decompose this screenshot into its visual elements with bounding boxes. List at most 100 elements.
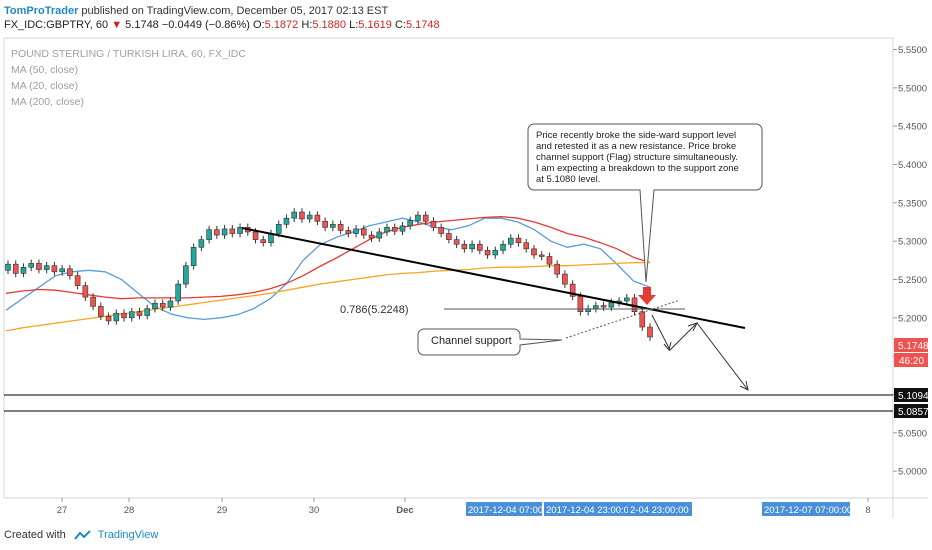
candle-body bbox=[159, 302, 166, 308]
candle-body bbox=[98, 306, 104, 317]
candles bbox=[5, 208, 653, 341]
time-tag-2-text: 2017-12-04 23:00:00 bbox=[546, 505, 634, 516]
candle-body bbox=[593, 305, 599, 309]
analysis-callout[interactable]: Price recently broke the side-ward suppo… bbox=[527, 123, 763, 283]
candle-body bbox=[531, 248, 537, 256]
candle-body bbox=[376, 231, 383, 239]
ma-line bbox=[5, 261, 650, 332]
candle-body bbox=[252, 231, 259, 240]
ma-line bbox=[5, 217, 651, 321]
candle-body bbox=[144, 308, 151, 316]
open-value: 5.1872 bbox=[264, 19, 299, 31]
candle-body bbox=[577, 296, 584, 313]
candle-body bbox=[623, 297, 630, 302]
y-tick-label: 5.3000 bbox=[898, 237, 927, 248]
callout-line-1: Price recently broke the side-ward suppo… bbox=[536, 130, 736, 141]
time-tag-2: 2017-12-04 23:00:00 bbox=[544, 502, 634, 516]
x-tick-label: Dec bbox=[396, 505, 413, 516]
last-price: 5.1748 bbox=[125, 19, 159, 31]
candle-body bbox=[36, 263, 42, 270]
candle-body bbox=[368, 234, 375, 239]
legend-ma200[interactable]: MA (200, close) bbox=[11, 96, 84, 108]
candle-body bbox=[608, 302, 615, 308]
channel-support-label: Channel support bbox=[431, 335, 512, 347]
candle-body bbox=[461, 243, 468, 250]
time-tag-4-text: 2017-12-07 07:00:00 bbox=[764, 505, 852, 516]
descending-trendline[interactable] bbox=[241, 227, 746, 329]
time-tag-1-text: 2017-12-04 07:00:00 bbox=[468, 505, 556, 516]
candle-body bbox=[206, 229, 212, 240]
x-tick-label: 30 bbox=[309, 505, 320, 516]
open-label: O: bbox=[253, 19, 265, 31]
candle-body bbox=[554, 263, 560, 275]
y-tick-label: 5.0000 bbox=[898, 467, 927, 478]
high-label: H: bbox=[301, 19, 313, 31]
footer: Created with TradingView bbox=[4, 527, 158, 543]
legend-ma20[interactable]: MA (20, close) bbox=[11, 80, 79, 92]
candle-body bbox=[183, 265, 189, 285]
candle-body bbox=[639, 311, 646, 328]
time-tag-3-text: 2-04 23:00:00 bbox=[630, 505, 689, 516]
candle-body bbox=[430, 220, 437, 228]
red-down-arrow-icon bbox=[638, 287, 656, 305]
candle-body bbox=[453, 239, 460, 245]
candle-body bbox=[314, 214, 321, 222]
candle-body bbox=[492, 250, 499, 256]
channel-support-line[interactable] bbox=[565, 299, 681, 339]
candle-body bbox=[221, 228, 228, 236]
candle-body bbox=[299, 211, 305, 220]
channel-support-callout[interactable]: Channel support bbox=[417, 328, 563, 356]
y-tick-label: 5.4000 bbox=[898, 160, 927, 171]
candle-body bbox=[384, 227, 390, 233]
candle-body bbox=[407, 220, 414, 227]
candle-body bbox=[198, 239, 205, 248]
x-tick-label: 29 bbox=[217, 505, 228, 516]
chart-title: POUND STERLING / TURKISH LIRA, 60, FX_ID… bbox=[11, 48, 246, 60]
candle-body bbox=[306, 214, 313, 220]
time-tag-4: 2017-12-07 07:00:00 bbox=[762, 502, 852, 516]
callout-line-4: I am expecting a breakdown to the suppor… bbox=[536, 163, 739, 174]
y-tick-label: 5.4500 bbox=[898, 122, 927, 133]
symbol-label: FX_IDC:GBPTRY, 60 bbox=[4, 19, 109, 31]
callout-line-3: channel support (Flag) structure simulta… bbox=[536, 152, 738, 163]
candle-body bbox=[538, 254, 545, 257]
candle-body bbox=[128, 311, 135, 319]
publish-header: TomProTrader published on TradingView.co… bbox=[4, 5, 388, 18]
candle-body bbox=[67, 268, 73, 276]
candle-body bbox=[136, 311, 143, 316]
candle-body bbox=[237, 227, 243, 234]
candle-body bbox=[90, 296, 96, 307]
y-tick-label: 5.2500 bbox=[898, 275, 927, 286]
candle-body bbox=[337, 224, 344, 231]
candle-body bbox=[523, 242, 530, 250]
candle-body bbox=[74, 275, 81, 286]
author-name[interactable]: TomProTrader bbox=[4, 5, 79, 17]
candle-body bbox=[113, 312, 120, 322]
projection-path[interactable] bbox=[651, 314, 749, 391]
tradingview-link[interactable]: TradingView bbox=[97, 529, 159, 541]
candle-body bbox=[353, 228, 359, 234]
x-tick-label: 28 bbox=[124, 505, 135, 516]
candle-body bbox=[260, 239, 267, 243]
candle-body bbox=[361, 228, 367, 236]
candle-body bbox=[121, 312, 127, 319]
candle-body bbox=[422, 214, 429, 222]
price-tag-last-text: 5.1748 bbox=[898, 341, 929, 352]
symbol-ohlc-line: FX_IDC:GBPTRY, 60 ▼ 5.1748 −0.0449 (−0.8… bbox=[4, 19, 440, 32]
candle-body bbox=[229, 228, 236, 234]
candle-body bbox=[5, 263, 11, 271]
candle-body bbox=[546, 256, 553, 265]
candle-body bbox=[214, 229, 220, 236]
fib-level-label: 0.786(5.2248) bbox=[340, 304, 409, 316]
candle-body bbox=[500, 243, 506, 251]
y-tick-label: 5.5000 bbox=[898, 83, 927, 94]
price-change: −0.0449 (−0.86%) bbox=[161, 19, 250, 31]
y-tick-label: 5.2000 bbox=[898, 313, 927, 324]
candle-body bbox=[446, 233, 452, 240]
legend-ma50[interactable]: MA (50, close) bbox=[11, 64, 79, 76]
price-tag-level1: 5.1094 bbox=[894, 388, 929, 402]
candle-body bbox=[167, 300, 174, 308]
candle-body bbox=[190, 247, 197, 267]
countdown-tag: 46:20 bbox=[894, 353, 928, 367]
